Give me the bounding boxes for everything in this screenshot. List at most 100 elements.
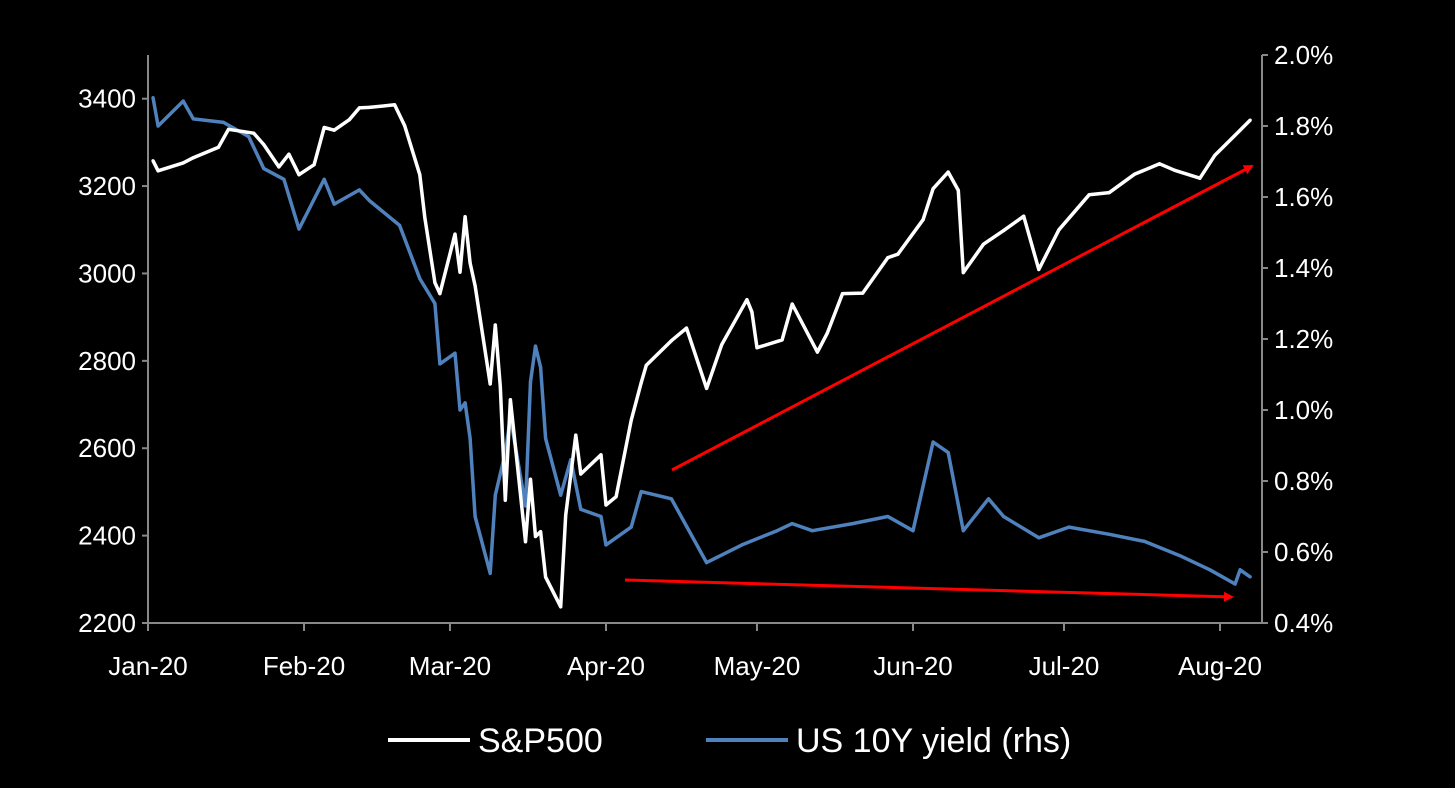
data-point bbox=[393, 103, 397, 107]
data-point bbox=[684, 326, 689, 330]
data-point bbox=[705, 561, 709, 565]
data-point bbox=[403, 124, 407, 128]
data-point bbox=[755, 346, 759, 350]
data-point bbox=[398, 223, 402, 227]
data-point bbox=[498, 472, 502, 476]
annotation-arrows bbox=[624, 164, 1254, 602]
right-tick-label: 0.4% bbox=[1274, 608, 1333, 638]
data-point bbox=[559, 493, 563, 497]
right-tick-label: 2.0% bbox=[1274, 40, 1333, 70]
x-tick-label: Jun-20 bbox=[873, 651, 953, 681]
data-point bbox=[1238, 568, 1242, 572]
data-point bbox=[1213, 153, 1217, 157]
data-point bbox=[1057, 228, 1061, 232]
data-point bbox=[226, 127, 231, 131]
data-point bbox=[780, 338, 784, 342]
data-point bbox=[468, 436, 472, 440]
data-point bbox=[539, 530, 543, 534]
data-point bbox=[669, 339, 674, 343]
data-point bbox=[1002, 229, 1006, 233]
right-tick-label: 1.4% bbox=[1274, 253, 1333, 283]
sp500-trend-arrow bbox=[671, 164, 1254, 472]
left-tick-label: 2600 bbox=[78, 433, 136, 463]
data-point bbox=[790, 302, 794, 306]
data-point bbox=[247, 135, 251, 139]
data-point bbox=[790, 522, 794, 526]
data-point bbox=[357, 106, 361, 110]
data-point bbox=[151, 159, 155, 163]
left-tick-label: 3200 bbox=[78, 171, 136, 201]
data-point bbox=[604, 503, 608, 507]
series-line bbox=[151, 97, 1252, 586]
data-point bbox=[775, 529, 779, 533]
legend: S&P500 US 10Y yield (rhs) bbox=[388, 722, 1071, 760]
data-point bbox=[503, 498, 507, 502]
data-point bbox=[946, 451, 950, 455]
data-point bbox=[851, 522, 855, 526]
data-point bbox=[1178, 554, 1182, 558]
left-tick-label: 3000 bbox=[78, 258, 136, 288]
data-point bbox=[156, 124, 160, 128]
data-point bbox=[347, 118, 351, 122]
data-point bbox=[861, 291, 865, 295]
data-point bbox=[181, 161, 185, 165]
data-point bbox=[463, 215, 467, 219]
right-tick-label: 1.8% bbox=[1274, 111, 1333, 141]
data-point bbox=[468, 261, 472, 265]
data-point bbox=[639, 381, 643, 385]
data-point bbox=[221, 120, 226, 124]
data-point bbox=[1248, 575, 1252, 579]
right-tick-label: 1.0% bbox=[1274, 395, 1333, 425]
data-point bbox=[438, 292, 442, 296]
data-point bbox=[322, 125, 326, 130]
right-tick-label: 1.6% bbox=[1274, 182, 1333, 212]
data-point bbox=[986, 497, 991, 501]
data-point bbox=[1132, 172, 1136, 176]
right-tick-label: 1.2% bbox=[1274, 324, 1333, 354]
data-point bbox=[599, 514, 603, 519]
data-point bbox=[740, 543, 744, 547]
data-point bbox=[488, 571, 492, 575]
data-point bbox=[956, 188, 960, 192]
data-point bbox=[418, 277, 422, 281]
data-point bbox=[745, 298, 749, 302]
data-point bbox=[599, 453, 603, 457]
data-point bbox=[453, 351, 457, 355]
data-point bbox=[644, 363, 648, 367]
data-point bbox=[488, 382, 492, 386]
data-point bbox=[961, 271, 965, 275]
data-point bbox=[840, 292, 845, 296]
data-point bbox=[1087, 193, 1091, 197]
data-point bbox=[523, 504, 528, 508]
data-point bbox=[579, 507, 583, 511]
left-tick-label: 2400 bbox=[78, 521, 136, 551]
data-point bbox=[493, 323, 497, 327]
left-tick-label: 2800 bbox=[78, 346, 136, 376]
x-tick-label: May-20 bbox=[714, 651, 801, 681]
data-point bbox=[825, 331, 830, 335]
data-point bbox=[262, 167, 266, 171]
left-tick-label: 2200 bbox=[78, 608, 136, 638]
data-point bbox=[508, 398, 512, 402]
data-point bbox=[1173, 168, 1177, 172]
data-point bbox=[287, 152, 291, 156]
data-point bbox=[896, 252, 900, 256]
data-point bbox=[1208, 568, 1212, 572]
x-tick-label: Aug-20 bbox=[1178, 651, 1262, 681]
data-point bbox=[921, 218, 925, 222]
data-point bbox=[493, 493, 497, 497]
data-point bbox=[463, 401, 467, 405]
data-point bbox=[322, 177, 326, 181]
data-point bbox=[564, 513, 568, 517]
data-point bbox=[262, 143, 266, 147]
data-point bbox=[669, 497, 674, 501]
data-point bbox=[539, 365, 543, 369]
series-1 bbox=[151, 96, 1252, 586]
data-point bbox=[332, 128, 336, 132]
data-point bbox=[533, 344, 538, 348]
data-point bbox=[191, 117, 195, 121]
right-tick-label: 0.8% bbox=[1274, 466, 1333, 496]
data-point bbox=[1002, 514, 1006, 519]
axes: 2200 2400 2600 2800 3000 3200 3400 0.4% 0.6% 0.8%… bbox=[78, 40, 1333, 681]
